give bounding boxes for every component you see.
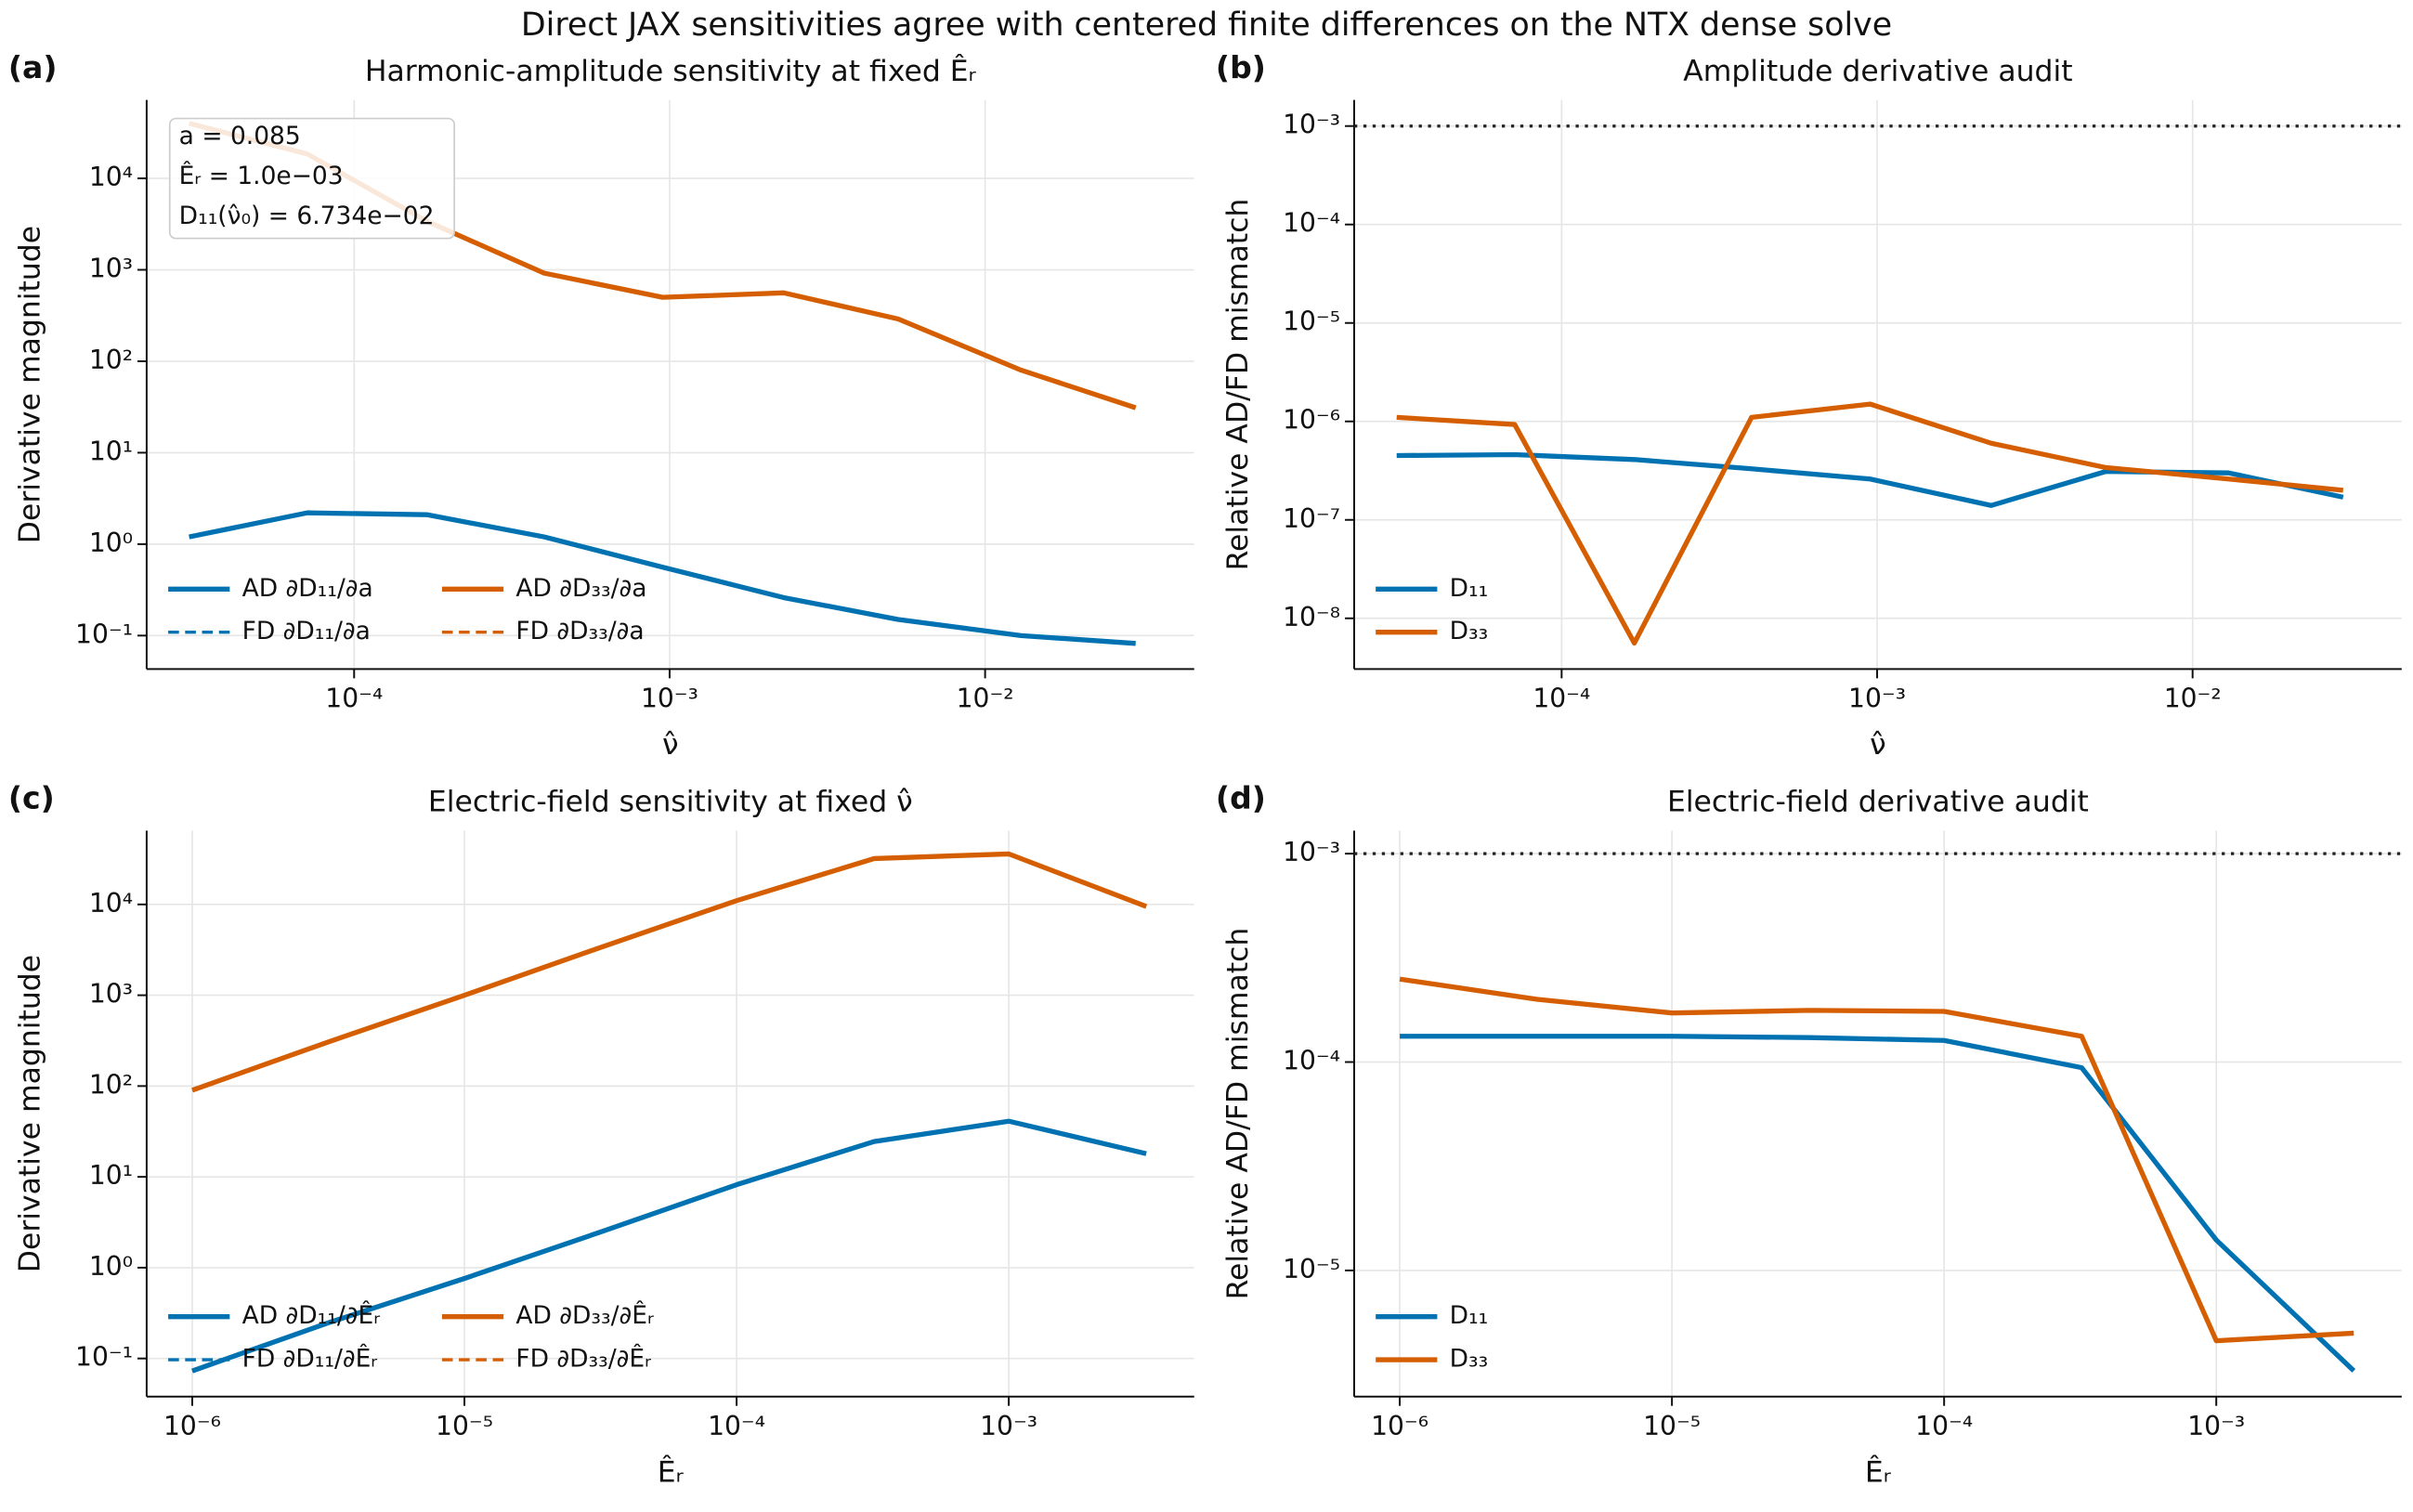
y-tick-label: 10⁻⁴ [1283,1046,1340,1076]
y-tick-label: 10⁻⁶ [1283,405,1340,436]
x-axis-label: Êᵣ [1865,1454,1892,1490]
legend-label: AD ∂D₃₃/∂Êᵣ [515,1300,654,1330]
x-tick-label: 10⁻³ [641,684,698,714]
y-tick-label: 10¹ [89,1160,133,1191]
panel-title: Electric-field derivative audit [1667,786,2089,819]
series-line [1396,401,2344,646]
x-tick-label: 10⁻⁶ [1371,1411,1428,1441]
x-tick-label: 10⁻⁶ [163,1411,221,1441]
legend-label: D₃₃ [1450,617,1489,645]
x-tick-label: 10⁻³ [980,1411,1037,1441]
y-tick-label: 10² [89,345,133,375]
y-tick-label: 10⁻¹ [75,619,133,649]
legend-label: AD ∂D₁₁/∂a [242,574,373,603]
x-tick-label: 10⁻² [957,684,1014,714]
x-axis-label: Êᵣ [658,1454,685,1490]
y-tick-label: 10⁰ [89,1251,133,1282]
x-tick-label: 10⁻² [2164,684,2222,714]
series-line [189,511,1136,645]
y-tick-label: 10⁴ [89,888,133,919]
panel: 10⁻⁶ 10⁻⁵ 10⁻⁴ 10⁻³ 10⁻¹ 10⁰ 10¹ 10² 10³ 10⁴ AD ∂D… [8,780,1194,1490]
series-line [1399,976,2354,1344]
y-tick-label: 10⁻⁸ [1283,602,1340,632]
y-axis-label: Relative AD/FD mismatch [1221,928,1255,1300]
y-axis-label: Relative AD/FD mismatch [1221,199,1255,571]
legend-label: AD ∂D₃₃/∂a [515,574,646,603]
legend-label: FD ∂D₁₁/∂a [242,617,371,645]
legend-label: FD ∂D₃₃/∂Êᵣ [515,1344,651,1374]
legend-label: FD ∂D₁₁/∂Êᵣ [242,1344,378,1374]
y-tick-label: 10³ [89,979,133,1010]
y-axis-label: Derivative magnitude [14,226,47,543]
panel: 10⁻⁴ 10⁻³ 10⁻² 10⁻⁸ 10⁻⁷ 10⁻⁶ 10⁻⁵ 10⁻⁴ 10⁻³ D₁₁ D… [1216,49,2402,762]
annotation-box [168,117,455,240]
y-tick-label: 10⁻⁴ [1283,208,1340,239]
x-tick-label: 10⁻⁴ [708,1411,765,1441]
panel-title: Electric-field sensitivity at fixed ν̂ [428,786,913,819]
legend-label: FD ∂D₃₃/∂a [515,617,644,645]
y-tick-label: 10⁰ [89,528,133,558]
series-line [191,1119,1147,1373]
panel-title: Harmonic-amplitude sensitivity at fixed … [365,53,977,88]
x-tick-label: 10⁻⁵ [1643,1411,1701,1441]
x-axis-label: ν̂ [662,728,679,762]
panel-label: (b) [1216,49,1266,85]
y-tick-label: 10⁻⁵ [1283,1254,1340,1284]
annotation: a = 0.085 [179,122,301,150]
y-axis-label: Derivative magnitude [14,955,47,1272]
y-tick-label: 10⁻³ [1283,110,1340,140]
x-tick-label: 10⁻³ [2187,1411,2245,1441]
figure-title: Direct JAX sensitivities agree with cent… [521,7,1892,44]
series-line [191,852,1147,1092]
series-line [189,122,1137,410]
panel-title: Amplitude derivative audit [1683,55,2072,88]
x-tick-label: 10⁻³ [1848,684,1906,714]
y-tick-label: 10⁻⁷ [1283,503,1340,534]
y-tick-label: 10⁻¹ [75,1342,133,1373]
legend-label: AD ∂D₁₁/∂Êᵣ [242,1300,381,1330]
y-tick-label: 10³ [89,254,133,284]
panel-label: (a) [8,49,58,85]
y-tick-label: 10⁻³ [1283,837,1340,867]
y-tick-label: 10⁴ [89,162,133,192]
legend-label: D₃₃ [1450,1345,1489,1374]
annotation: D₁₁(ν̂₀) = 6.734e−02 [179,202,435,230]
x-tick-label: 10⁻⁴ [1915,1411,1973,1441]
panel-label: (c) [8,780,55,816]
y-tick-label: 10⁻⁵ [1283,306,1340,337]
panel-label: (d) [1216,780,1266,816]
panel: 10⁻⁶ 10⁻⁵ 10⁻⁴ 10⁻³ 10⁻⁵ 10⁻⁴ 10⁻³ D₁₁ D₃₃ Electr… [1216,780,2402,1490]
series-line [1400,1034,2356,1373]
series-line [1396,451,2344,508]
annotation: Êᵣ = 1.0e−03 [179,161,344,190]
x-tick-label: 10⁻⁵ [436,1411,493,1441]
y-tick-label: 10² [89,1069,133,1100]
panel: 10⁻⁴ 10⁻³ 10⁻² 10⁻¹ 10⁰ 10¹ 10² 10³ 10⁴ AD ∂D₁₁/∂… [8,49,1194,762]
x-tick-label: 10⁻⁴ [1533,684,1590,714]
x-axis-label: ν̂ [1870,728,1886,762]
legend-label: D₁₁ [1450,1301,1489,1330]
y-tick-label: 10¹ [89,436,133,466]
legend-label: D₁₁ [1450,574,1489,603]
x-tick-label: 10⁻⁴ [325,684,383,714]
